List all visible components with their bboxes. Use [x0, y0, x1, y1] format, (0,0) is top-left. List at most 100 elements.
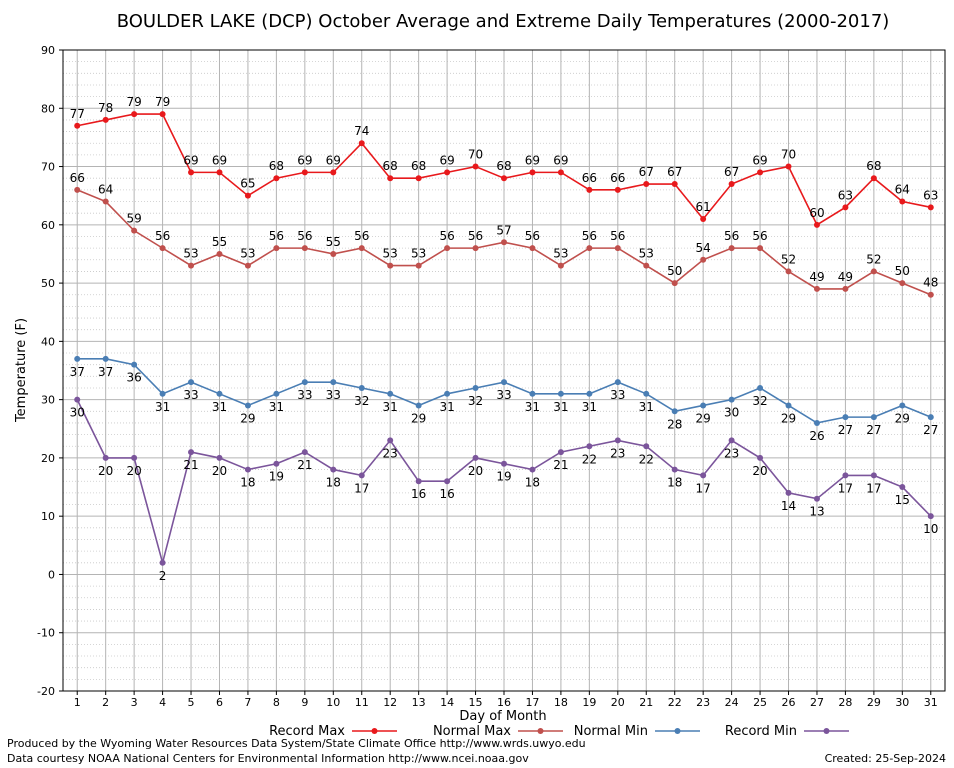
record-min-point	[444, 478, 451, 485]
record-min-data-label: 19	[496, 470, 511, 484]
x-tick-label: 12	[383, 696, 397, 709]
y-tick-label: -20	[37, 685, 55, 698]
record-min-data-label: 17	[354, 481, 369, 495]
grid-layer	[63, 49, 945, 692]
normal-max-point	[159, 245, 166, 252]
normal-max-data-label: 48	[923, 276, 938, 290]
legend-marker-normal-min	[674, 728, 681, 734]
normal-min-data-label: 30	[724, 406, 739, 420]
record-max-point	[671, 181, 678, 188]
normal-min-data-label: 37	[98, 365, 113, 379]
x-tick-label: 30	[895, 696, 909, 709]
record-max-data-label: 74	[354, 124, 369, 138]
x-tick-label: 7	[244, 696, 251, 709]
record-min-point	[301, 449, 308, 456]
normal-max-data-label: 56	[752, 229, 767, 243]
normal-max-data-label: 56	[155, 229, 170, 243]
normal-min-data-label: 29	[240, 411, 255, 425]
normal-max-data-label: 57	[496, 223, 511, 237]
x-tick-label: 6	[216, 696, 223, 709]
normal-max-data-label: 55	[212, 235, 227, 249]
record-max-point	[501, 175, 507, 182]
legend-label-record-max: Record Max	[269, 724, 345, 739]
record-max-point	[273, 175, 280, 182]
normal-max-point	[927, 291, 934, 298]
y-tick-label: 10	[41, 510, 55, 523]
record-min-point	[529, 466, 536, 473]
normal-min-point	[415, 402, 422, 409]
normal-max-data-label: 66	[70, 171, 85, 185]
record-max-data-label: 68	[866, 159, 881, 173]
x-tick-label: 31	[924, 696, 938, 709]
record-max-data-label: 69	[553, 153, 568, 167]
series-layer	[74, 111, 934, 566]
record-min-data-label: 18	[525, 476, 540, 490]
normal-min-data-label: 36	[126, 371, 141, 385]
normal-min-data-label: 31	[582, 400, 597, 414]
normal-min-data-label: 33	[183, 388, 198, 402]
normal-max-data-label: 56	[439, 229, 454, 243]
normal-max-point	[387, 262, 394, 269]
record-max-data-label: 68	[269, 159, 284, 173]
normal-min-data-label: 33	[326, 388, 341, 402]
record-max-point	[244, 192, 251, 199]
normal-max-point	[472, 245, 479, 252]
x-tick-label: 29	[867, 696, 881, 709]
record-max-data-label: 63	[923, 188, 938, 202]
normal-max-point	[842, 285, 849, 292]
record-max-data-label: 70	[468, 148, 483, 162]
record-min-point	[216, 454, 223, 461]
record-max-data-label: 69	[439, 153, 454, 167]
record-max-data-label: 69	[212, 153, 227, 167]
record-min-point	[159, 559, 166, 566]
normal-max-data-label: 54	[696, 241, 711, 255]
record-min-point	[330, 466, 337, 473]
record-min-data-label: 20	[98, 464, 113, 478]
normal-min-point	[529, 390, 536, 397]
record-max-point	[74, 122, 81, 129]
record-max-point	[700, 215, 707, 222]
normal-max-point	[870, 268, 877, 275]
x-tick-label: 1	[74, 696, 81, 709]
record-max-point	[785, 163, 792, 170]
normal-max-data-label: 56	[269, 229, 284, 243]
normal-max-data-label: 56	[354, 229, 369, 243]
normal-max-data-label: 53	[383, 247, 398, 261]
y-axis-label: Temperature (F)	[14, 318, 29, 423]
record-max-point	[614, 186, 621, 193]
record-max-point	[899, 198, 906, 205]
normal-min-point	[273, 390, 280, 397]
record-min-data-label: 18	[240, 476, 255, 490]
record-min-data-label: 23	[383, 446, 398, 460]
x-tick-label: 22	[668, 696, 682, 709]
x-tick-label: 16	[497, 696, 511, 709]
legend-label-normal-min: Normal Min	[574, 724, 648, 739]
legend-marker-record-min	[823, 728, 830, 734]
record-min-point	[643, 443, 650, 450]
record-max-data-label: 69	[297, 153, 312, 167]
record-max-data-label: 79	[155, 95, 170, 109]
record-min-data-label: 17	[838, 481, 853, 495]
normal-max-data-label: 53	[411, 247, 426, 261]
record-max-data-label: 79	[126, 95, 141, 109]
normal-min-data-label: 33	[610, 388, 625, 402]
normal-max-point	[244, 262, 251, 269]
normal-max-data-label: 53	[240, 247, 255, 261]
record-min-point	[131, 454, 138, 461]
record-min-data-label: 21	[553, 458, 568, 472]
record-min-data-label: 14	[781, 499, 796, 513]
x-tick-label: 28	[838, 696, 852, 709]
normal-max-data-label: 50	[895, 264, 910, 278]
x-tick-label: 26	[782, 696, 796, 709]
x-tick-label: 19	[582, 696, 596, 709]
y-tick-label: 0	[48, 568, 55, 581]
record-max-data-label: 69	[752, 153, 767, 167]
normal-min-point	[614, 379, 621, 386]
x-tick-label: 23	[696, 696, 710, 709]
record-min-point	[757, 454, 764, 461]
record-max-point	[131, 111, 138, 118]
y-tick-label: 80	[41, 102, 55, 115]
x-tick-label: 24	[725, 696, 739, 709]
normal-min-point	[557, 390, 564, 397]
